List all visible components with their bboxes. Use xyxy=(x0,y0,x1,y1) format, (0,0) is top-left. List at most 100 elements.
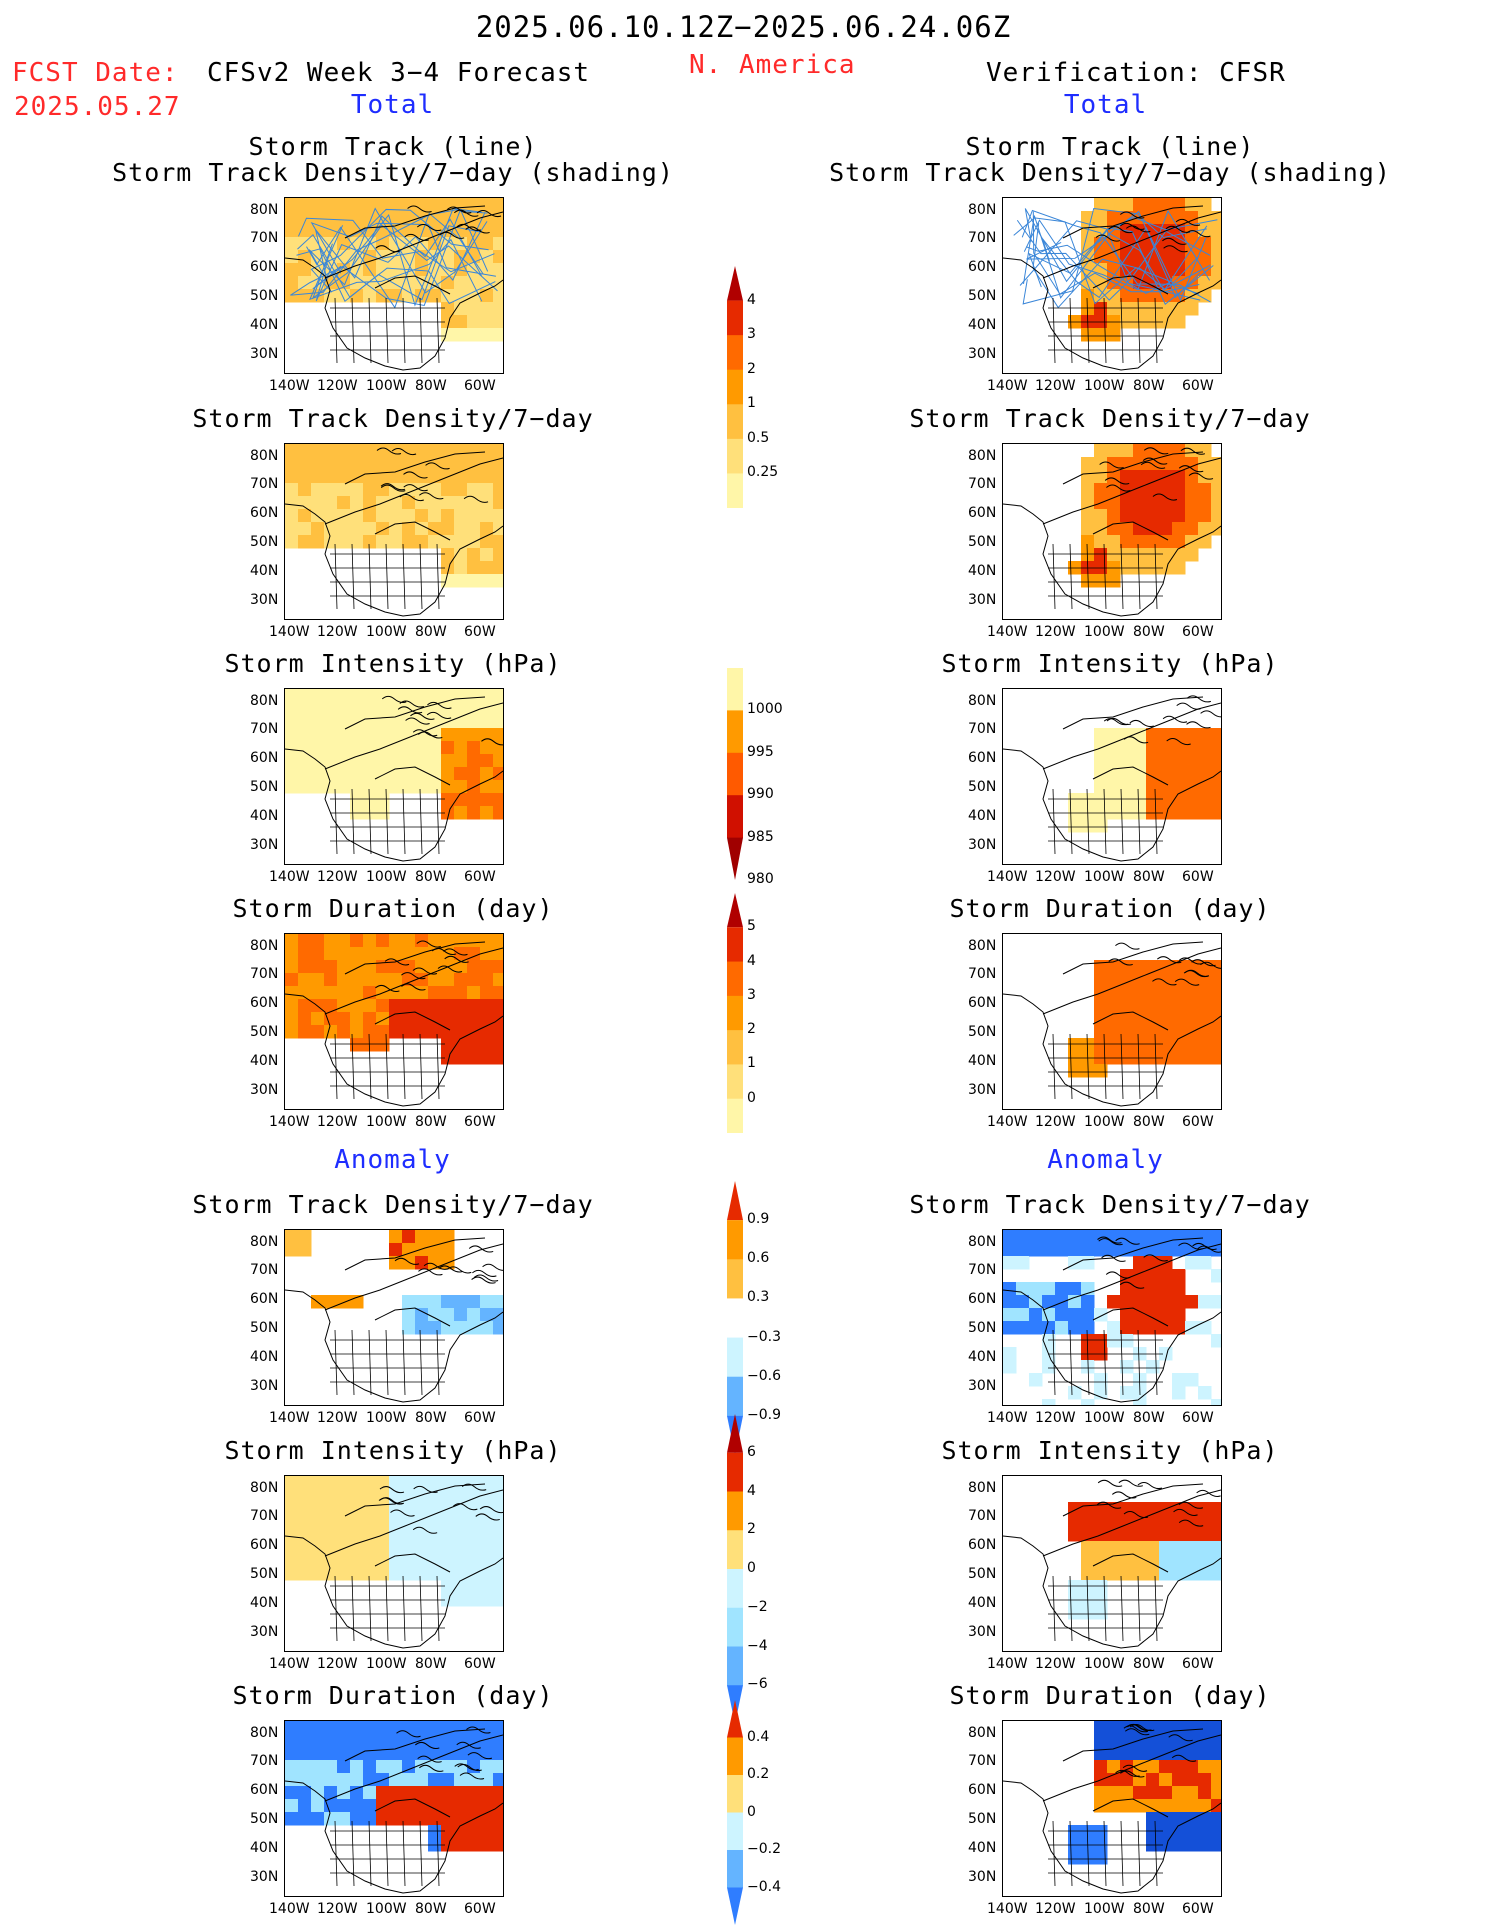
lon-tick-label: 100W xyxy=(1084,1656,1125,1672)
lon-tick-label: 60W xyxy=(1182,1901,1214,1917)
region-label: N. America xyxy=(689,50,856,80)
observed-map-density-anom xyxy=(1002,1229,1222,1406)
panel-title-intensity-anom-right: Storm Intensity (hPa) xyxy=(941,1436,1279,1465)
lat-tick-label: 50N xyxy=(968,1320,997,1336)
lon-tick-label: 120W xyxy=(317,1410,358,1426)
lon-tick-label: 80W xyxy=(415,624,447,640)
colorbar-label: 1 xyxy=(747,1055,756,1072)
colorbar-intensity-total xyxy=(727,668,743,880)
colorbar-label: −2 xyxy=(747,1598,768,1615)
lat-tick-label: 50N xyxy=(250,1320,279,1336)
colorbar-label: 6 xyxy=(747,1443,756,1460)
lat-tick-label: 40N xyxy=(968,1053,997,1069)
lon-tick-label: 60W xyxy=(464,1901,496,1917)
lat-tick-label: 70N xyxy=(250,721,279,737)
lon-tick-label: 120W xyxy=(1035,1114,1076,1130)
lat-tick-label: 70N xyxy=(250,476,279,492)
lon-tick-label: 140W xyxy=(987,869,1028,885)
colorbar-duration-anom xyxy=(727,1700,743,1925)
lat-tick-label: 40N xyxy=(968,1595,997,1611)
lon-tick-label: 80W xyxy=(1133,1901,1165,1917)
lat-tick-label: 70N xyxy=(250,230,279,246)
lon-tick-label: 140W xyxy=(987,378,1028,394)
panel-title-density-right: Storm Track Density/7−day xyxy=(909,404,1311,433)
lon-tick-label: 80W xyxy=(1133,1656,1165,1672)
lat-tick-label: 60N xyxy=(250,1782,279,1798)
colorbar-label: −0.2 xyxy=(747,1841,781,1857)
total-right-label: Total xyxy=(1063,90,1148,120)
lon-tick-label: 100W xyxy=(1084,1114,1125,1130)
lat-tick-label: 50N xyxy=(968,779,997,795)
lon-tick-label: 60W xyxy=(1182,624,1214,640)
lat-tick-label: 60N xyxy=(968,1782,997,1798)
lon-tick-label: 60W xyxy=(464,869,496,885)
colorbar-label: −0.4 xyxy=(747,1878,781,1895)
colorbar-label: −0.3 xyxy=(747,1328,781,1345)
lat-tick-label: 80N xyxy=(968,448,997,464)
lon-tick-label: 80W xyxy=(1133,378,1165,394)
observed-map-density xyxy=(1002,443,1222,620)
lat-tick-label: 70N xyxy=(250,966,279,982)
anomaly-left-label: Anomaly xyxy=(334,1145,451,1175)
lon-tick-label: 60W xyxy=(1182,378,1214,394)
lat-tick-label: 30N xyxy=(250,837,279,853)
forecast-map-duration-anom xyxy=(284,1720,504,1897)
observed-map-intensity-anom xyxy=(1002,1475,1222,1652)
lat-tick-label: 40N xyxy=(250,1053,279,1069)
lat-tick-label: 30N xyxy=(968,837,997,853)
lat-tick-label: 40N xyxy=(250,317,279,333)
colorbar-label: 0.9 xyxy=(747,1211,770,1228)
panel-title-track-line-left: Storm Track (line) xyxy=(248,132,538,161)
lat-tick-label: 80N xyxy=(968,1725,997,1741)
lon-tick-label: 60W xyxy=(1182,1410,1214,1426)
lat-tick-label: 70N xyxy=(250,1508,279,1524)
colorbar-label: 990 xyxy=(747,786,774,803)
lat-tick-label: 80N xyxy=(250,693,279,709)
lat-tick-label: 30N xyxy=(968,1082,997,1098)
lat-tick-label: 50N xyxy=(968,534,997,550)
lon-tick-label: 140W xyxy=(269,1410,310,1426)
panel-title-duration-anom-left: Storm Duration (day) xyxy=(232,1681,554,1710)
panel-title-duration-left: Storm Duration (day) xyxy=(232,894,554,923)
forecast-map-intensity-anom xyxy=(284,1475,504,1652)
lon-tick-label: 140W xyxy=(269,1656,310,1672)
lat-tick-label: 80N xyxy=(968,1234,997,1250)
lat-tick-label: 50N xyxy=(968,1566,997,1582)
colorbar-label: 985 xyxy=(747,828,774,845)
colorbar-label: 4 xyxy=(747,1482,756,1499)
lon-tick-label: 60W xyxy=(1182,869,1214,885)
lon-tick-label: 140W xyxy=(269,624,310,640)
lat-tick-label: 80N xyxy=(250,1234,279,1250)
lat-tick-label: 30N xyxy=(250,1869,279,1885)
lon-tick-label: 80W xyxy=(415,1901,447,1917)
lat-tick-label: 50N xyxy=(968,1811,997,1827)
lat-tick-label: 40N xyxy=(968,563,997,579)
lon-tick-label: 140W xyxy=(987,1656,1028,1672)
lon-tick-label: 60W xyxy=(1182,1114,1214,1130)
lon-tick-label: 80W xyxy=(1133,1410,1165,1426)
lat-tick-label: 80N xyxy=(968,938,997,954)
lat-tick-label: 80N xyxy=(968,1480,997,1496)
panel-title-duration-anom-right: Storm Duration (day) xyxy=(949,1681,1271,1710)
panel-title-intensity-left: Storm Intensity (hPa) xyxy=(224,649,562,678)
lat-tick-label: 60N xyxy=(250,995,279,1011)
lon-tick-label: 100W xyxy=(366,1114,407,1130)
lon-tick-label: 100W xyxy=(366,869,407,885)
panel-title-track-shading-left: Storm Track Density/7−day (shading) xyxy=(112,158,674,187)
panel-title-density-left: Storm Track Density/7−day xyxy=(192,404,594,433)
colorbar-duration-total xyxy=(727,893,743,1134)
lat-tick-label: 40N xyxy=(250,1349,279,1365)
colorbar-density-anom xyxy=(727,1181,743,1455)
lat-tick-label: 50N xyxy=(250,288,279,304)
lon-tick-label: 120W xyxy=(1035,378,1076,394)
lon-tick-label: 140W xyxy=(987,1114,1028,1130)
colorbar-label: 2 xyxy=(747,1021,756,1038)
lat-tick-label: 40N xyxy=(968,808,997,824)
observed-map-track xyxy=(1002,197,1222,374)
lon-tick-label: 100W xyxy=(1084,869,1125,885)
lat-tick-label: 60N xyxy=(968,1291,997,1307)
lat-tick-label: 70N xyxy=(968,1508,997,1524)
lon-tick-label: 100W xyxy=(366,1410,407,1426)
lon-tick-label: 120W xyxy=(317,378,358,394)
lat-tick-label: 30N xyxy=(968,592,997,608)
